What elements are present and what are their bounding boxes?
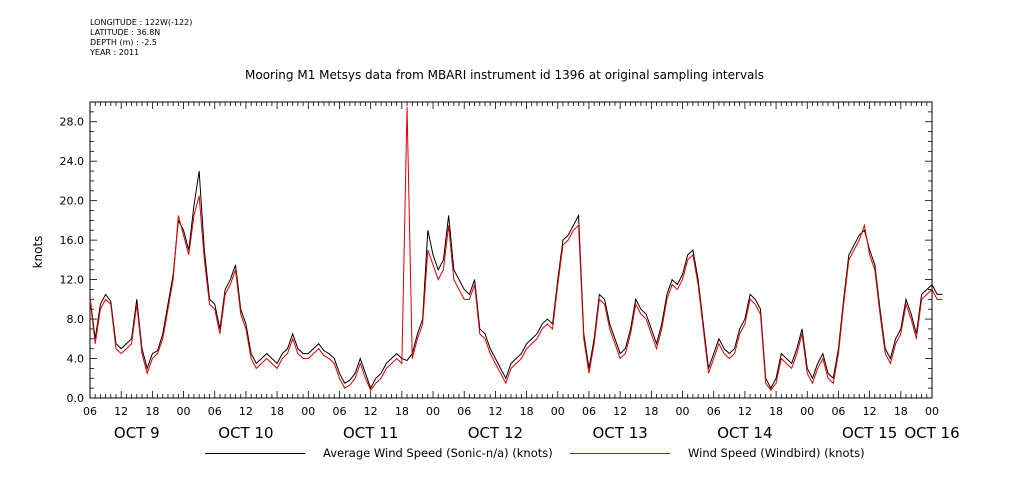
x-tick-label: 06 [332, 405, 346, 418]
y-tick-label: 20.0 [60, 195, 85, 208]
year-text: YEAR : 2011 [90, 48, 140, 57]
metadata-block: LONGITUDE : 122W(-122) LATITUDE : 36.8N … [90, 18, 192, 58]
x-tick-label: 00 [177, 405, 191, 418]
y-tick-label: 0.0 [67, 392, 85, 405]
chart-title: Mooring M1 Metsys data from MBARI instru… [245, 68, 764, 82]
x-tick-label: 06 [831, 405, 845, 418]
day-label: OCT 15 [842, 424, 897, 442]
x-tick-label: 12 [364, 405, 378, 418]
x-tick-label: 12 [488, 405, 502, 418]
y-tick-label: 8.0 [67, 313, 85, 326]
day-label: OCT 16 [904, 424, 959, 442]
day-label: OCT 13 [592, 424, 647, 442]
y-tick-label: 4.0 [67, 353, 85, 366]
series-line-average [89, 170, 943, 390]
day-label: OCT 9 [114, 424, 160, 442]
x-tick-label: 18 [395, 405, 409, 418]
legend-label-average: Average Wind Speed (Sonic-n/a) (knots) [323, 446, 553, 460]
y-tick-label: 24.0 [60, 155, 85, 168]
y-tick-label: 28.0 [60, 116, 85, 129]
x-tick-label: 06 [582, 405, 596, 418]
day-label: OCT 12 [468, 424, 523, 442]
longitude-text: LONGITUDE : 122W(-122) [90, 18, 193, 27]
x-tick-label: 18 [520, 405, 534, 418]
series-line-windbird [89, 106, 943, 392]
day-label: OCT 10 [218, 424, 273, 442]
axes: 0.0 4.0 8.0 12.0 16.0 20.0 24.0 28.0 06 12 18 00 06 1… [60, 101, 960, 442]
y-tick-label: 12.0 [60, 274, 85, 287]
x-tick-label: 06 [457, 405, 471, 418]
x-tick-label: 00 [426, 405, 440, 418]
x-tick-label: 12 [114, 405, 128, 418]
x-tick-label: 12 [863, 405, 877, 418]
depth-text: DEPTH (m) : -2.5 [90, 38, 157, 47]
x-tick-label: 18 [769, 405, 783, 418]
legend-swatch-windbird [570, 453, 670, 454]
x-tick-label: 00 [925, 405, 939, 418]
x-tick-label: 06 [83, 405, 97, 418]
x-tick-label: 18 [270, 405, 284, 418]
day-label: OCT 14 [717, 424, 772, 442]
series-group [89, 106, 943, 392]
x-tick-label: 00 [800, 405, 814, 418]
x-tick-label: 12 [738, 405, 752, 418]
x-tick-label: 00 [676, 405, 690, 418]
y-tick-label: 16.0 [60, 234, 85, 247]
day-label: OCT 11 [343, 424, 398, 442]
x-tick-label: 00 [301, 405, 315, 418]
x-tick-label: 18 [894, 405, 908, 418]
legend-swatch-average [205, 453, 305, 454]
legend-label-windbird: Wind Speed (Windbird) (knots) [688, 446, 865, 460]
x-tick-label: 06 [208, 405, 222, 418]
x-tick-label: 12 [239, 405, 253, 418]
x-tick-label: 12 [613, 405, 627, 418]
y-axis-label: knots [31, 236, 45, 269]
x-tick-label: 06 [707, 405, 721, 418]
x-tick-label: 18 [145, 405, 159, 418]
x-tick-label: 18 [644, 405, 658, 418]
latitude-text: LATITUDE : 36.8N [90, 28, 161, 37]
x-tick-label: 00 [551, 405, 565, 418]
